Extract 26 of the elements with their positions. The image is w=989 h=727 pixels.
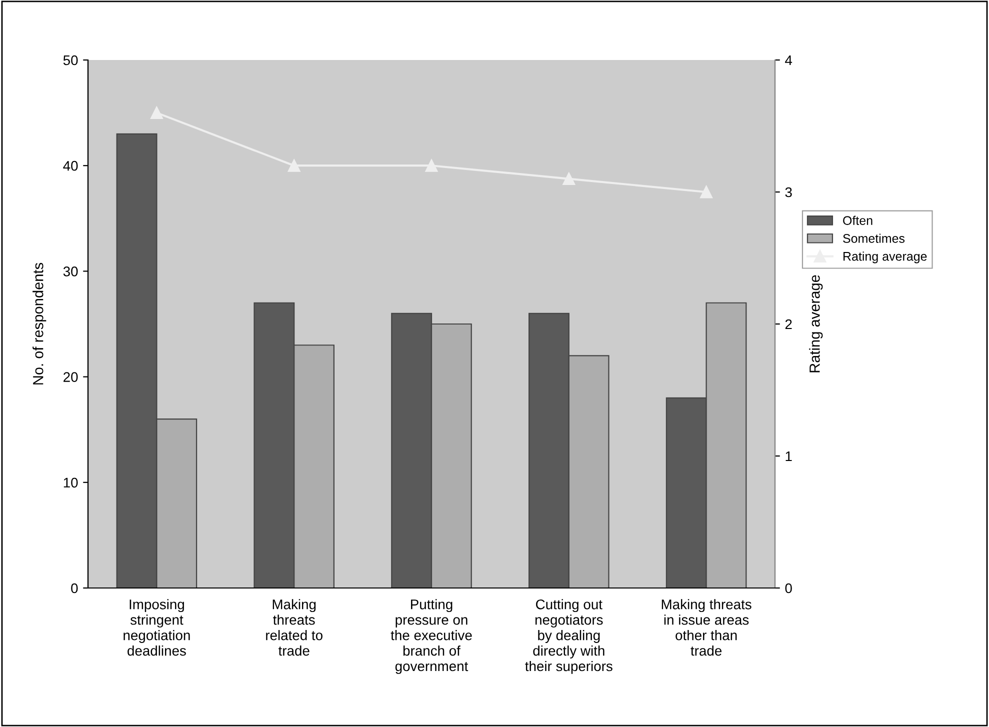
point <box>288 159 300 172</box>
y2-axis-title: Rating average <box>809 275 823 372</box>
y-tick-label: 20 <box>64 372 78 382</box>
y-axis-title: No. of respondents <box>32 262 46 384</box>
point <box>562 172 576 186</box>
legend-label: Sometimes <box>843 234 905 243</box>
y-tick-label: 30 <box>63 266 78 276</box>
x-tick-label: Imposing stringent negotiation deadlines <box>124 599 190 656</box>
point <box>150 106 163 120</box>
y-tick-label: 10 <box>64 478 78 488</box>
x-tick-label: Making threats in issue areas other than trade <box>662 599 752 656</box>
x-tick-label: Cutting out negotiators by dealing directly with their superiors <box>525 599 612 674</box>
y2-tick-label: 1 <box>786 451 792 462</box>
x-tick-label: Making threats related to trade <box>266 599 322 656</box>
y-tick-label: 40 <box>63 160 78 171</box>
y2-tick-label: 0 <box>785 583 792 594</box>
legend-label: Rating average <box>844 252 927 264</box>
y2-tick-label: 2 <box>785 319 792 330</box>
y-tick-label: 0 <box>71 583 78 594</box>
y2-tick-label: 4 <box>785 55 792 66</box>
point <box>700 186 713 198</box>
y2-tick-label: 3 <box>785 187 792 198</box>
legend-label: Often <box>843 216 872 225</box>
point <box>425 159 438 172</box>
x-tick-label: Putting pressure on the executive branch of government <box>390 599 472 674</box>
y-tick-label: 50 <box>63 55 78 66</box>
